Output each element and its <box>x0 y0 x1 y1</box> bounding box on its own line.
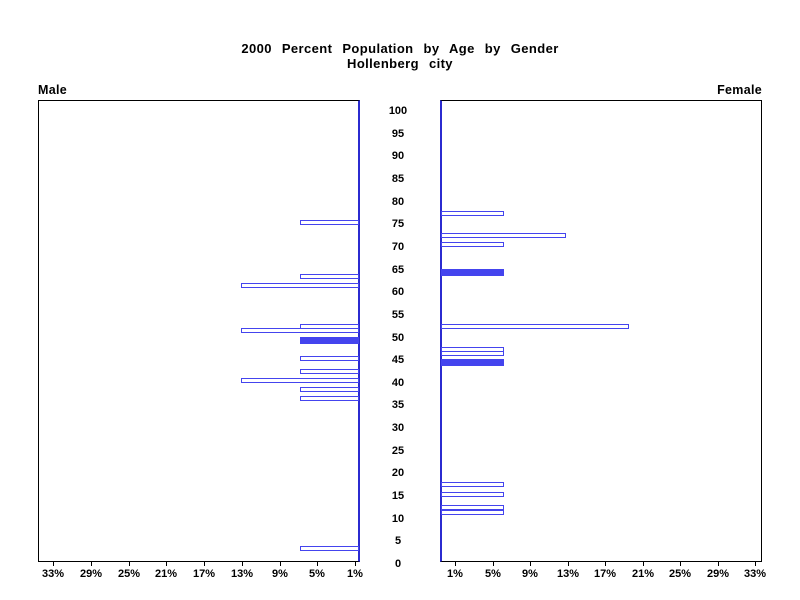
chart-subtitle: Hollenberg city <box>347 56 453 71</box>
age-axis-label-80: 80 <box>391 196 405 208</box>
bar-female-age-70 <box>441 242 504 247</box>
age-axis-label-60: 60 <box>391 286 405 298</box>
axis-tick-female-33 <box>755 562 756 566</box>
axis-tick-female-17 <box>605 562 606 566</box>
pct-label-female-25: 25% <box>668 568 692 580</box>
age-axis-label-25: 25 <box>391 445 405 457</box>
axis-tick-female-21 <box>643 562 644 566</box>
bar-female-age-12 <box>441 505 504 510</box>
age-axis-label-10: 10 <box>391 513 405 525</box>
axis-tick-male-5 <box>317 562 318 566</box>
age-axis-label-20: 20 <box>391 467 405 479</box>
axis-tick-female-5 <box>493 562 494 566</box>
bar-male-age-40 <box>241 378 359 383</box>
age-axis-label-85: 85 <box>391 173 405 185</box>
axis-tick-female-9 <box>530 562 531 566</box>
pct-label-male-25: 25% <box>117 568 141 580</box>
age-axis-label-55: 55 <box>391 309 405 321</box>
bar-male-age-63 <box>300 274 359 279</box>
bar-male-age-38 <box>300 387 359 392</box>
bar-female-age-72 <box>441 233 566 238</box>
pct-label-male-29: 29% <box>79 568 103 580</box>
age-axis-label-90: 90 <box>391 150 405 162</box>
age-axis-label-45: 45 <box>391 354 405 366</box>
female-panel-label: Female <box>717 83 762 97</box>
pct-label-male-5: 5% <box>309 568 325 580</box>
age-axis-label-15: 15 <box>391 490 405 502</box>
age-axis-label-30: 30 <box>391 422 405 434</box>
pct-label-male-17: 17% <box>192 568 216 580</box>
axis-tick-male-29 <box>91 562 92 566</box>
axis-tick-male-21 <box>166 562 167 566</box>
age-axis-label-35: 35 <box>391 399 405 411</box>
bar-male-age-36 <box>300 396 359 401</box>
pct-label-female-17: 17% <box>593 568 617 580</box>
age-axis-label-0: 0 <box>394 558 402 570</box>
bar-male-age-42 <box>300 369 359 374</box>
bar-female-age-77 <box>441 211 504 216</box>
pct-label-male-13: 13% <box>230 568 254 580</box>
age-axis-label-75: 75 <box>391 218 405 230</box>
age-axis-label-100: 100 <box>388 105 408 117</box>
age-axis-label-95: 95 <box>391 128 405 140</box>
pct-label-female-29: 29% <box>706 568 730 580</box>
pct-label-female-1: 1% <box>447 568 463 580</box>
chart-title: 2000 Percent Population by Age by Gender <box>241 41 559 56</box>
bar-female-age-64 <box>441 269 504 276</box>
bar-female-age-15 <box>441 492 504 497</box>
age-axis-label-65: 65 <box>391 264 405 276</box>
bar-male-age-45 <box>300 356 359 361</box>
pct-label-female-33: 33% <box>743 568 767 580</box>
bar-male-age-75 <box>300 220 359 225</box>
age-axis-label-50: 50 <box>391 332 405 344</box>
pct-label-male-21: 21% <box>154 568 178 580</box>
pct-label-female-9: 9% <box>522 568 538 580</box>
bar-male-age-49 <box>300 337 359 344</box>
age-axis-label-40: 40 <box>391 377 405 389</box>
age-axis-label-5: 5 <box>394 535 402 547</box>
bar-female-age-17 <box>441 482 504 487</box>
axis-tick-female-29 <box>718 562 719 566</box>
axis-tick-female-25 <box>680 562 681 566</box>
axis-tick-male-1 <box>355 562 356 566</box>
bar-female-age-46 <box>441 351 504 356</box>
bar-female-age-52 <box>441 324 629 329</box>
pct-label-male-33: 33% <box>41 568 65 580</box>
bar-male-age-51 <box>241 328 359 333</box>
axis-tick-female-13 <box>568 562 569 566</box>
pct-label-male-9: 9% <box>272 568 288 580</box>
axis-tick-male-17 <box>204 562 205 566</box>
pct-label-male-1: 1% <box>347 568 363 580</box>
axis-tick-male-13 <box>242 562 243 566</box>
bar-female-age-44 <box>441 359 504 366</box>
pct-label-female-13: 13% <box>556 568 580 580</box>
age-axis-label-70: 70 <box>391 241 405 253</box>
axis-tick-male-33 <box>53 562 54 566</box>
bar-male-age-3 <box>300 546 359 551</box>
male-panel-label: Male <box>38 83 67 97</box>
bar-female-age-11 <box>441 510 504 515</box>
axis-tick-female-1 <box>455 562 456 566</box>
axis-tick-male-25 <box>129 562 130 566</box>
bar-male-age-61 <box>241 283 359 288</box>
pct-label-female-21: 21% <box>631 568 655 580</box>
pct-label-female-5: 5% <box>485 568 501 580</box>
axis-tick-male-9 <box>280 562 281 566</box>
